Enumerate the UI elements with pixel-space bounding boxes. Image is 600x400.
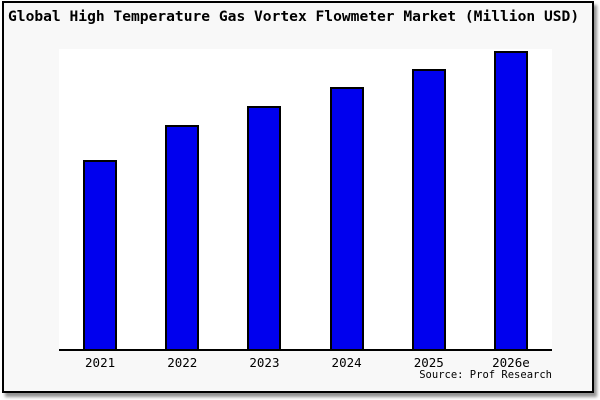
source-note: Source: Prof Research [419,369,552,381]
x-tick-label: 2026e [492,355,530,370]
plot-area [59,49,552,351]
bar-slot [470,49,552,349]
bar-2022 [165,125,200,349]
bar-2024 [329,87,364,349]
x-axis-labels: 2021 2022 2023 2024 2025 2026e [59,355,552,370]
bar-2025 [411,69,446,349]
bar-slot [306,49,388,349]
bar-2023 [247,106,282,349]
bar-slot [141,49,223,349]
x-tick-label: 2025 [413,355,444,370]
chart-title: Global High Temperature Gas Vortex Flowm… [8,8,580,25]
bar-2021 [83,160,118,349]
bar-slot [223,49,305,349]
chart-frame: Global High Temperature Gas Vortex Flowm… [2,1,594,393]
x-tick-label: 2021 [85,355,116,370]
x-tick-label: 2023 [249,355,280,370]
x-tick-label: 2022 [167,355,198,370]
x-tick-label: 2024 [331,355,362,370]
bar-slot [388,49,470,349]
bar-2026e [493,51,528,349]
bar-series [59,49,552,349]
bar-slot [59,49,141,349]
